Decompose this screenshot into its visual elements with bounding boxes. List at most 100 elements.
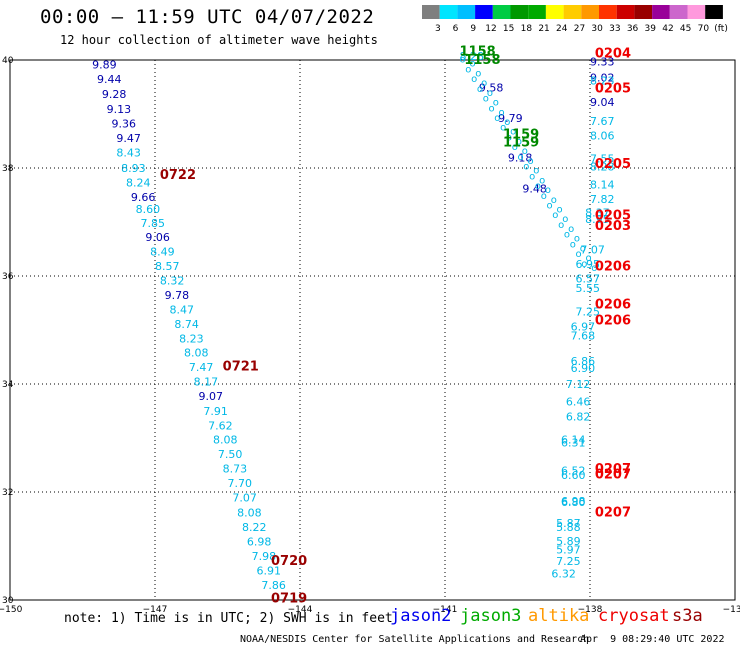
wave-height-point: 9.66	[131, 191, 156, 204]
wave-height-point: 7.68	[571, 330, 596, 343]
wave-height-point: 7.25	[556, 555, 581, 568]
colorbar-swatch	[669, 5, 688, 19]
colorbar-swatch	[457, 5, 476, 19]
wave-height-point: 6.95	[576, 258, 601, 271]
legend-s3a: s3a	[672, 606, 703, 626]
pass-time-label: 0204	[595, 46, 631, 61]
colorbar-label: 36	[627, 24, 639, 34]
wave-height-point: 6.60	[561, 469, 586, 482]
wave-height-point: 5.88	[556, 521, 581, 534]
crowded-track-mark: o	[552, 210, 558, 221]
colorbar-swatch	[510, 5, 529, 19]
wave-height-point: 6.97	[571, 321, 596, 334]
crowded-track-mark: o	[535, 181, 541, 192]
crowded-track-mark: o	[493, 98, 499, 109]
pass-time-label: 1159	[503, 127, 539, 142]
wave-height-point: 6.32	[551, 567, 576, 580]
crowded-track-mark: o	[481, 78, 487, 89]
lat-tick-label: 34	[2, 380, 14, 390]
pass-time-label: 0203	[595, 219, 631, 234]
wave-height-point: 6.57	[576, 272, 601, 285]
lon-tick-label: −144	[288, 605, 313, 615]
colorbar-swatch	[599, 5, 617, 19]
crowded-track-mark: o	[557, 205, 563, 216]
wave-height-point: 9.04	[590, 96, 615, 109]
pass-time-label: 1159	[503, 135, 539, 150]
footer-credit: NOAA/NESDIS Center for Satellite Applica…	[240, 634, 590, 645]
wave-height-point: 6.82	[566, 411, 591, 424]
wave-height-point: 8.06	[590, 129, 615, 142]
map-title: 00:00 – 11:59 UTC 04/07/2022	[40, 6, 375, 28]
lon-tick-label: −141	[433, 605, 458, 615]
pass-time-label: 0207	[595, 468, 631, 483]
wave-height-colorbar: 3 6 9 12 15 18 21 24 27 30 33 36 39 42 45 70 (ft)	[422, 5, 728, 34]
wave-height-point: 8.32	[160, 275, 185, 288]
wave-height-point: 7.98	[252, 550, 277, 563]
pass-time-label: 1158	[464, 53, 500, 68]
wave-height-point: 8.14	[590, 179, 615, 192]
colorbar-label: 21	[538, 24, 549, 34]
lat-tick-label: 38	[2, 164, 14, 174]
pass-time-label: 0207	[595, 462, 631, 477]
wave-height-point: 7.86	[261, 579, 286, 592]
crowded-track-mark: o	[545, 185, 551, 196]
wave-height-point: 8.08	[184, 346, 209, 359]
wave-height-point: 6.91	[257, 565, 282, 578]
wave-height-point: 8.47	[170, 303, 195, 316]
wave-height-point: 9.36	[112, 118, 137, 131]
crowded-track-mark: o	[570, 239, 576, 250]
crowded-track-mark: o	[471, 74, 477, 85]
wave-height-point: 9.06	[145, 231, 170, 244]
colorbar-label: 33	[609, 24, 620, 34]
crowded-track-mark: o	[558, 220, 564, 231]
pass-time-label: 0206	[595, 314, 631, 329]
wave-height-point: 8.49	[150, 245, 175, 258]
colorbar-swatch	[528, 5, 546, 19]
wave-height-point: 9.13	[107, 103, 131, 116]
crowded-track-mark: o	[512, 142, 518, 153]
footer-timestamp: Apr 9 08:29:40 UTC 2022	[580, 634, 725, 645]
wave-height-point: 6.14	[561, 433, 586, 446]
crowded-track-mark: o	[487, 88, 493, 99]
wave-height-point: 6.31	[561, 437, 586, 450]
wave-height-point: 7.67	[590, 115, 615, 128]
wave-height-point: 5.55	[576, 282, 601, 295]
colorbar-label: 45	[680, 24, 691, 34]
legend-cryosat: cryosat	[598, 606, 670, 626]
wave-height-point: 9.02	[590, 72, 615, 85]
wave-height-point: 7.07	[580, 243, 605, 256]
wave-height-point: 8.08	[237, 506, 262, 519]
lon-tick-label: −150	[0, 605, 23, 615]
wave-height-point: 8.60	[136, 203, 161, 216]
wave-height-point: 8.28	[590, 161, 615, 174]
crowded-track-mark: o	[568, 224, 574, 235]
crowded-track-mark: o	[500, 123, 506, 134]
colorbar-label: 15	[503, 24, 514, 34]
crowded-track-mark: o	[574, 234, 580, 245]
wave-height-point: 9.79	[498, 112, 522, 125]
colorbar-label: 18	[521, 24, 533, 34]
crowded-track-mark: o	[504, 117, 510, 128]
colorbar-label: 70	[698, 24, 710, 34]
colorbar-swatch	[705, 5, 723, 19]
wave-height-point: 8.95	[585, 213, 610, 226]
legend-jason2: jason2	[390, 606, 452, 626]
wave-height-point: 8.24	[126, 176, 151, 189]
wave-height-point: 7.55	[590, 153, 615, 166]
wave-height-point: 7.50	[218, 448, 243, 461]
colorbar-swatch	[545, 5, 564, 19]
crowded-track-mark: o	[539, 175, 545, 186]
colorbar-swatch	[616, 5, 635, 19]
wave-height-point: 8.74	[174, 318, 199, 331]
lat-tick-label: 30	[2, 596, 14, 606]
wave-height-point: 7.47	[189, 361, 214, 374]
lon-tick-label: −147	[143, 605, 168, 615]
crowded-track-mark: o	[494, 113, 500, 124]
pass-time-label: 0206	[595, 260, 631, 275]
crowded-track-mark: o	[541, 191, 547, 202]
legend-jason3: jason3	[460, 606, 522, 626]
crowded-track-mark: o	[516, 136, 522, 147]
wave-height-point: 8.37	[585, 207, 610, 220]
colorbar-swatch	[475, 5, 493, 19]
